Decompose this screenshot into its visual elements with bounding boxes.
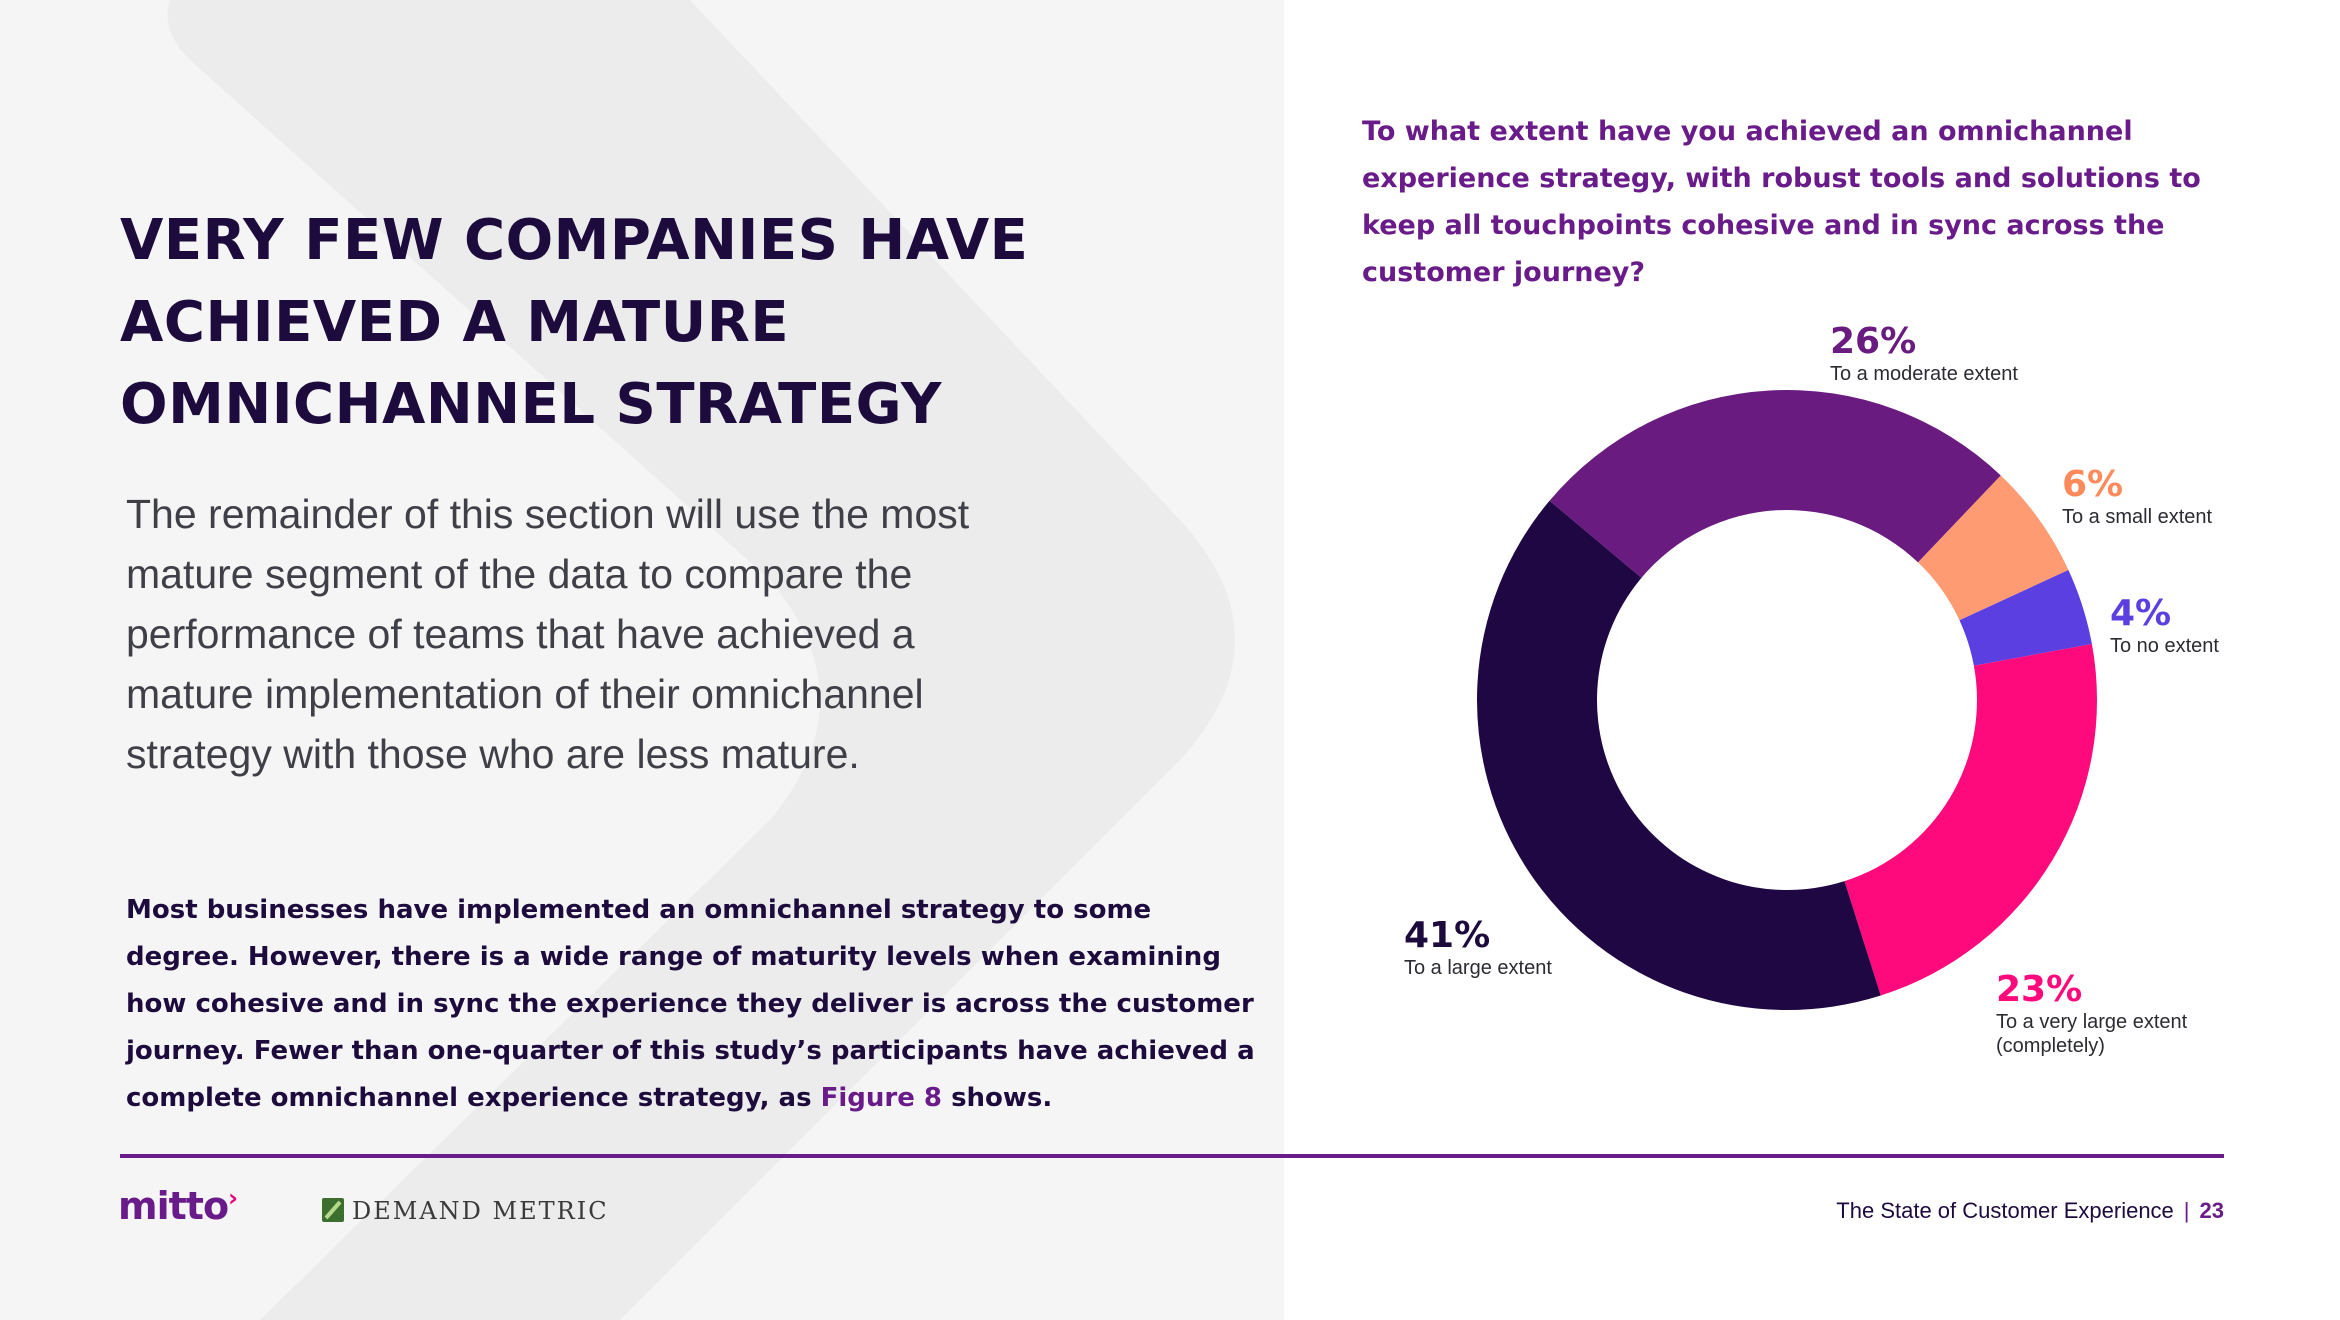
value-label-none: 4% bbox=[2110, 593, 2172, 634]
chart-question: To what extent have you achieved an omni… bbox=[1362, 116, 2201, 288]
label-very-large-extent: 23% To a very large extent (completely) bbox=[1996, 970, 2236, 1058]
value-label-moderate: 26% bbox=[1830, 321, 1917, 362]
category-label-none: To no extent bbox=[2110, 635, 2219, 657]
donut-slice-small bbox=[1918, 475, 2069, 621]
left-panel: VERY FEW COMPANIES HAVE ACHIEVED A MATUR… bbox=[0, 0, 1284, 1320]
mitto-logo-text: mitto bbox=[118, 1184, 229, 1228]
value-label-very-large: 23% bbox=[1996, 969, 2083, 1010]
footer-divider bbox=[120, 1154, 2224, 1158]
intro-paragraph: The remainder of this section will use t… bbox=[126, 491, 970, 777]
label-small-extent: 6% To a small extent bbox=[2062, 465, 2212, 529]
label-large-extent: 41% To a large extent bbox=[1404, 916, 1552, 980]
donut-slice-none bbox=[1959, 569, 2092, 666]
page-number: 23 bbox=[2199, 1198, 2224, 1223]
body-text: Most businesses have implemented an omni… bbox=[126, 895, 1255, 1113]
background-chevron-shape bbox=[0, 0, 1284, 1320]
category-label-moderate: To a moderate extent bbox=[1830, 363, 2018, 385]
donut-slice-moderate bbox=[1549, 389, 2001, 578]
donut-slice-very-large bbox=[1844, 644, 2097, 996]
mitto-logo: mitto› bbox=[118, 1184, 238, 1228]
label-no-extent: 4% To no extent bbox=[2110, 594, 2219, 658]
footer-report-info: The State of Customer Experience | 23 bbox=[1836, 1196, 2224, 1226]
category-label-very-large: To a very large extent (completely) bbox=[1996, 1011, 2188, 1057]
mitto-chevron-icon: › bbox=[228, 1184, 238, 1212]
report-title: The State of Customer Experience bbox=[1836, 1198, 2174, 1223]
label-moderate-extent: 26% To a moderate extent bbox=[1830, 322, 2018, 386]
demand-metric-icon bbox=[322, 1198, 344, 1222]
page-headline: VERY FEW COMPANIES HAVE ACHIEVED A MATUR… bbox=[120, 208, 1029, 437]
body-paragraph: Most businesses have implemented an omni… bbox=[126, 887, 1256, 1122]
footer-separator: | bbox=[2183, 1198, 2190, 1223]
donut-slice-large bbox=[1476, 500, 1881, 1010]
figure-reference-link[interactable]: Figure 8 bbox=[820, 1083, 943, 1113]
demand-metric-logo-text: DEMAND METRIC bbox=[352, 1197, 609, 1225]
category-label-small: To a small extent bbox=[2062, 506, 2213, 528]
value-label-small: 6% bbox=[2062, 464, 2124, 505]
body-text-end: shows. bbox=[942, 1083, 1053, 1113]
value-label-large: 41% bbox=[1404, 915, 1491, 956]
category-label-large: To a large extent bbox=[1404, 957, 1552, 979]
